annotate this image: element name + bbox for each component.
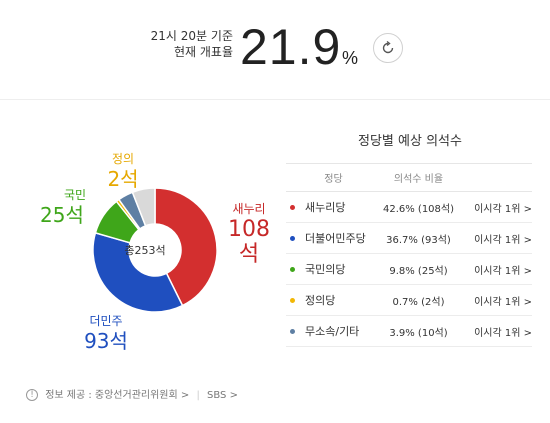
label-kookmin-seats: 25석	[40, 203, 84, 227]
source-nec-link[interactable]: 중앙선거관리위원회 >	[94, 390, 190, 401]
party-name-cell: 국민의당	[286, 253, 381, 285]
current-leader-link[interactable]: 이시각 1위 >	[456, 253, 532, 285]
party-name-cell: 정의당	[286, 284, 381, 316]
refresh-icon	[382, 40, 394, 54]
header-ratio: 의석수 비율	[381, 163, 456, 192]
rate-unit: %	[342, 48, 359, 68]
label-justice-seats: 2석	[107, 167, 139, 191]
seat-ratio: 42.6% (108석)	[381, 191, 456, 223]
info-label: 정보 제공 :	[45, 390, 92, 401]
current-leader-link[interactable]: 이시각 1위 >	[456, 284, 532, 316]
header-link	[456, 163, 532, 192]
header: 21시 20분 기준 현재 개표율 21.9 %	[0, 0, 550, 100]
label-justice: 정의 2석	[100, 150, 146, 191]
seat-table: 정당 의석수 비율 새누리당 42.6% (108석) 이시각 1위 > 더불어민주당…	[286, 163, 532, 347]
party-name: 국민의당	[305, 263, 346, 276]
label-saenuri-seats-unit: 석	[238, 242, 260, 267]
seat-chart: 총253석 새누리 108 석 더민주 93석 국민 25석 정의 2석	[0, 100, 280, 380]
party-color-dot	[290, 235, 295, 241]
time-block: 21시 20분 기준 현재 개표율	[138, 28, 233, 60]
current-leader-link[interactable]: 이시각 1위 >	[456, 222, 532, 254]
party-color-dot	[290, 297, 295, 303]
source-sbs-link[interactable]: SBS >	[207, 390, 238, 401]
table-row: 새누리당 42.6% (108석) 이시각 1위 >	[286, 191, 532, 223]
pie-chart	[92, 187, 218, 313]
seat-ratio: 9.8% (25석)	[381, 253, 456, 285]
party-name: 더불어민주당	[305, 232, 366, 245]
label-kookmin: 국민 25석	[40, 186, 100, 227]
rate-label: 현재 개표율	[173, 45, 233, 59]
separator: |	[196, 390, 200, 401]
party-name-cell: 무소속/기타	[286, 315, 381, 347]
seat-ratio: 0.7% (2석)	[381, 284, 456, 316]
pie-center	[129, 224, 181, 276]
center-label: 총253석	[124, 244, 166, 257]
header-party: 정당	[286, 163, 381, 192]
party-name-cell: 더불어민주당	[286, 222, 381, 254]
seat-ratio: 3.9% (10석)	[381, 315, 456, 347]
label-minju: 더민주 93석	[76, 312, 136, 353]
label-minju-name: 더민주	[89, 314, 123, 328]
table-header-row: 정당 의석수 비율	[286, 163, 532, 192]
party-color-dot	[290, 328, 295, 334]
label-saenuri: 새누리 108 석	[226, 200, 272, 267]
label-saenuri-seats: 108 석	[226, 217, 272, 267]
label-saenuri-name: 새누리	[232, 202, 266, 216]
party-name: 정의당	[305, 294, 336, 307]
table-title: 정당별 예상 의석수	[358, 134, 462, 149]
info-icon: !	[26, 389, 38, 401]
label-justice-name: 정의	[111, 152, 135, 166]
rate-value: 21.9	[240, 19, 342, 75]
table-row: 정의당 0.7% (2석) 이시각 1위 >	[286, 284, 532, 316]
party-name-cell: 새누리당	[286, 191, 381, 223]
party-name: 무소속/기타	[305, 325, 360, 338]
label-kookmin-name: 국민	[64, 188, 87, 202]
party-color-dot	[290, 204, 295, 210]
table-row: 더불어민주당 36.7% (93석) 이시각 1위 >	[286, 222, 532, 254]
seat-ratio: 36.7% (93석)	[381, 222, 456, 254]
current-leader-link[interactable]: 이시각 1위 >	[456, 191, 532, 223]
refresh-button[interactable]	[373, 33, 403, 63]
current-leader-link[interactable]: 이시각 1위 >	[456, 315, 532, 347]
label-minju-seats: 93석	[84, 329, 128, 353]
table-row: 무소속/기타 3.9% (10석) 이시각 1위 >	[286, 315, 532, 347]
footer: ! 정보 제공 : 중앙선거관리위원회 > | SBS >	[26, 386, 238, 401]
label-saenuri-seats-number: 108	[228, 217, 270, 242]
party-color-dot	[290, 266, 295, 272]
table-row: 국민의당 9.8% (25석) 이시각 1위 >	[286, 253, 532, 285]
party-name: 새누리당	[305, 201, 346, 214]
time-line: 21시 20분 기준	[150, 29, 233, 43]
